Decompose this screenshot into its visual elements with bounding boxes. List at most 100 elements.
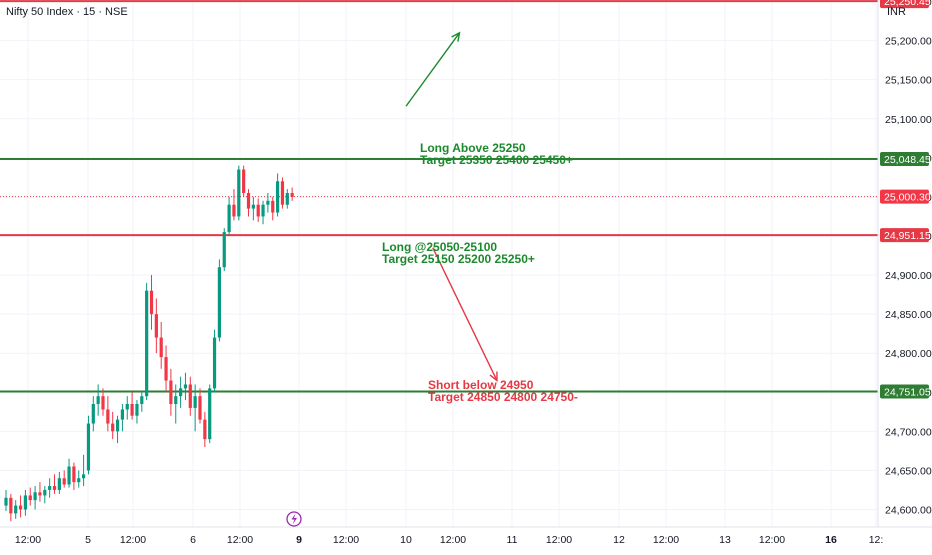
candle[interactable] xyxy=(145,282,149,401)
candle[interactable] xyxy=(149,275,154,330)
candle[interactable] xyxy=(154,298,158,354)
candle[interactable] xyxy=(285,189,289,209)
candle[interactable] xyxy=(72,462,76,490)
candle[interactable] xyxy=(212,329,217,393)
candle[interactable] xyxy=(135,400,139,424)
trend-arrow[interactable] xyxy=(432,247,498,383)
candle[interactable] xyxy=(33,486,37,510)
candle-body xyxy=(77,478,81,483)
candle[interactable] xyxy=(242,165,246,197)
candle[interactable] xyxy=(86,415,91,475)
candle[interactable] xyxy=(179,376,183,408)
candle[interactable] xyxy=(82,454,86,487)
candle-body xyxy=(179,388,183,397)
candle[interactable] xyxy=(77,470,81,488)
candle[interactable] xyxy=(276,173,280,217)
candle[interactable] xyxy=(203,411,207,447)
current-price-badge[interactable]: 25,000.30 xyxy=(880,189,931,204)
level-price-badge[interactable]: 25,250.45 xyxy=(880,0,931,8)
candle[interactable] xyxy=(237,165,241,221)
level-price-badge[interactable]: 24,951.15 xyxy=(880,228,931,243)
candle[interactable] xyxy=(208,384,212,444)
price-tick-label: 25,150.00 xyxy=(885,75,932,87)
candle[interactable] xyxy=(174,384,178,424)
time-tick-label: 12 xyxy=(613,534,625,546)
price-tick-label: 24,850.00 xyxy=(885,309,932,321)
time-tick-label: 12:00 xyxy=(333,534,359,546)
candle[interactable] xyxy=(290,187,294,201)
price-tick-label: 24,650.00 xyxy=(885,465,932,477)
candle[interactable] xyxy=(43,486,47,504)
candle[interactable] xyxy=(183,372,188,401)
candle[interactable] xyxy=(57,471,61,494)
level-price-badge[interactable]: 25,048.45 xyxy=(880,152,931,167)
candle[interactable] xyxy=(106,396,110,432)
candle[interactable] xyxy=(227,196,231,236)
candle[interactable] xyxy=(101,388,105,416)
candle[interactable] xyxy=(62,470,66,488)
candle[interactable] xyxy=(9,493,13,522)
annotation-line: Short below 24950 xyxy=(428,378,534,392)
candle[interactable] xyxy=(217,259,221,342)
candle[interactable] xyxy=(188,376,192,416)
candle-body xyxy=(164,357,168,381)
candle-body xyxy=(174,396,178,404)
level-price-badge[interactable]: 24,751.05 xyxy=(880,384,931,399)
candle[interactable] xyxy=(125,396,129,420)
candle-body xyxy=(232,204,236,217)
candle[interactable] xyxy=(120,403,124,432)
trend-arrow[interactable] xyxy=(405,31,461,107)
candle[interactable] xyxy=(169,368,173,416)
candle[interactable] xyxy=(251,196,255,221)
candle[interactable] xyxy=(52,474,57,494)
candle[interactable] xyxy=(261,200,265,225)
candle[interactable] xyxy=(130,392,134,420)
candle[interactable] xyxy=(280,177,285,209)
candles[interactable] xyxy=(4,165,294,522)
candle-body xyxy=(14,505,18,514)
candle-body xyxy=(217,267,221,338)
candle-body xyxy=(276,181,280,213)
candle[interactable] xyxy=(222,228,226,272)
candle[interactable] xyxy=(67,458,71,488)
candle-body xyxy=(149,290,154,315)
candle[interactable] xyxy=(23,489,27,516)
candle[interactable] xyxy=(96,384,100,416)
badge-text: 25,048.45 xyxy=(884,154,931,166)
candle[interactable] xyxy=(18,495,23,518)
candle[interactable] xyxy=(193,384,197,432)
event-icon[interactable] xyxy=(286,511,302,527)
candle-body xyxy=(198,396,202,420)
candle[interactable] xyxy=(111,411,115,440)
candle[interactable] xyxy=(232,189,236,221)
candle-body xyxy=(256,204,260,217)
candle[interactable] xyxy=(14,500,18,519)
candle[interactable] xyxy=(266,192,270,213)
candle[interactable] xyxy=(256,198,260,222)
candle[interactable] xyxy=(38,482,42,502)
candle[interactable] xyxy=(140,390,144,412)
price-axis[interactable]: 24,600.0024,650.0024,700.0024,750.0024,8… xyxy=(880,0,932,517)
candle[interactable] xyxy=(246,189,251,217)
candle[interactable] xyxy=(91,396,95,432)
badge-text: 24,951.15 xyxy=(884,230,931,242)
price-tick-label: 24,900.00 xyxy=(885,270,932,282)
candle[interactable] xyxy=(28,487,32,506)
time-tick-label: 12:00 xyxy=(120,534,146,546)
candle[interactable] xyxy=(4,489,8,512)
candle-body xyxy=(242,169,246,193)
candle[interactable] xyxy=(271,196,275,221)
candle[interactable] xyxy=(198,388,202,424)
candle-body xyxy=(115,419,120,432)
time-axis[interactable]: 12:00 5 12:00 6 12:00 9 12:00 10 12:00 11 12:00 12 1… xyxy=(15,534,883,546)
candle[interactable] xyxy=(164,345,168,393)
candle[interactable] xyxy=(159,321,163,369)
candle[interactable] xyxy=(115,415,120,444)
candle[interactable] xyxy=(48,478,52,498)
time-tick-label: 10 xyxy=(400,534,412,546)
